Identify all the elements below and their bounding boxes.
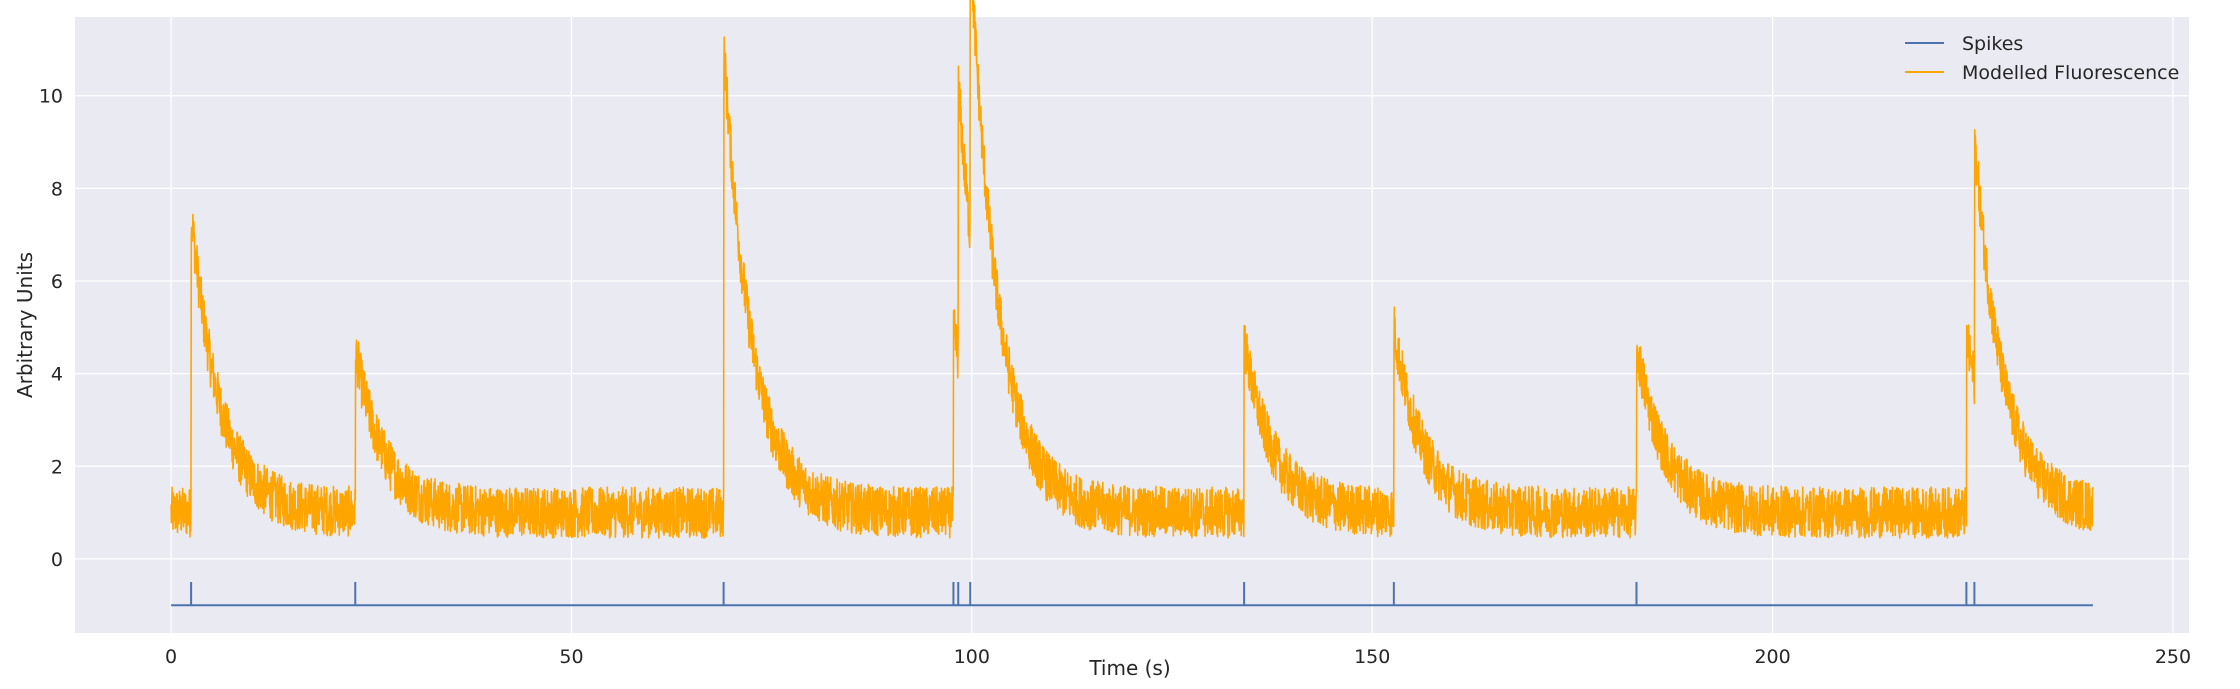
x-axis-label: Time (s) bbox=[1088, 656, 1170, 680]
legend-label-spikes: Spikes bbox=[1962, 33, 2023, 55]
spikes-series bbox=[171, 582, 2093, 607]
fluorescence-line bbox=[170, 0, 2094, 539]
y-tick-label: 2 bbox=[51, 456, 63, 478]
y-tick-label: 8 bbox=[51, 178, 63, 200]
x-tick-label: 0 bbox=[165, 646, 177, 668]
fluorescence-series bbox=[170, 0, 2094, 539]
legend-label-fluorescence: Modelled Fluorescence bbox=[1962, 62, 2179, 84]
plot-background bbox=[75, 17, 2189, 633]
y-tick-label: 4 bbox=[51, 364, 63, 386]
x-tick-label: 50 bbox=[559, 646, 583, 668]
y-tick-labels: 0 2 4 6 8 10 bbox=[39, 86, 63, 571]
x-tick-label: 100 bbox=[954, 646, 990, 668]
legend: Spikes Modelled Fluorescence bbox=[1905, 33, 2179, 84]
x-tick-labels: 0 50 100 150 200 250 bbox=[165, 646, 2191, 668]
x-tick-label: 250 bbox=[2155, 646, 2191, 668]
y-tick-label: 0 bbox=[51, 549, 63, 571]
y-axis-label: Arbitrary Units bbox=[13, 252, 37, 398]
grid bbox=[75, 17, 2189, 633]
x-tick-label: 150 bbox=[1354, 646, 1390, 668]
y-tick-label: 6 bbox=[51, 271, 63, 293]
x-tick-label: 200 bbox=[1754, 646, 1790, 668]
y-tick-label: 10 bbox=[39, 86, 63, 108]
spikes-line bbox=[171, 582, 2093, 607]
